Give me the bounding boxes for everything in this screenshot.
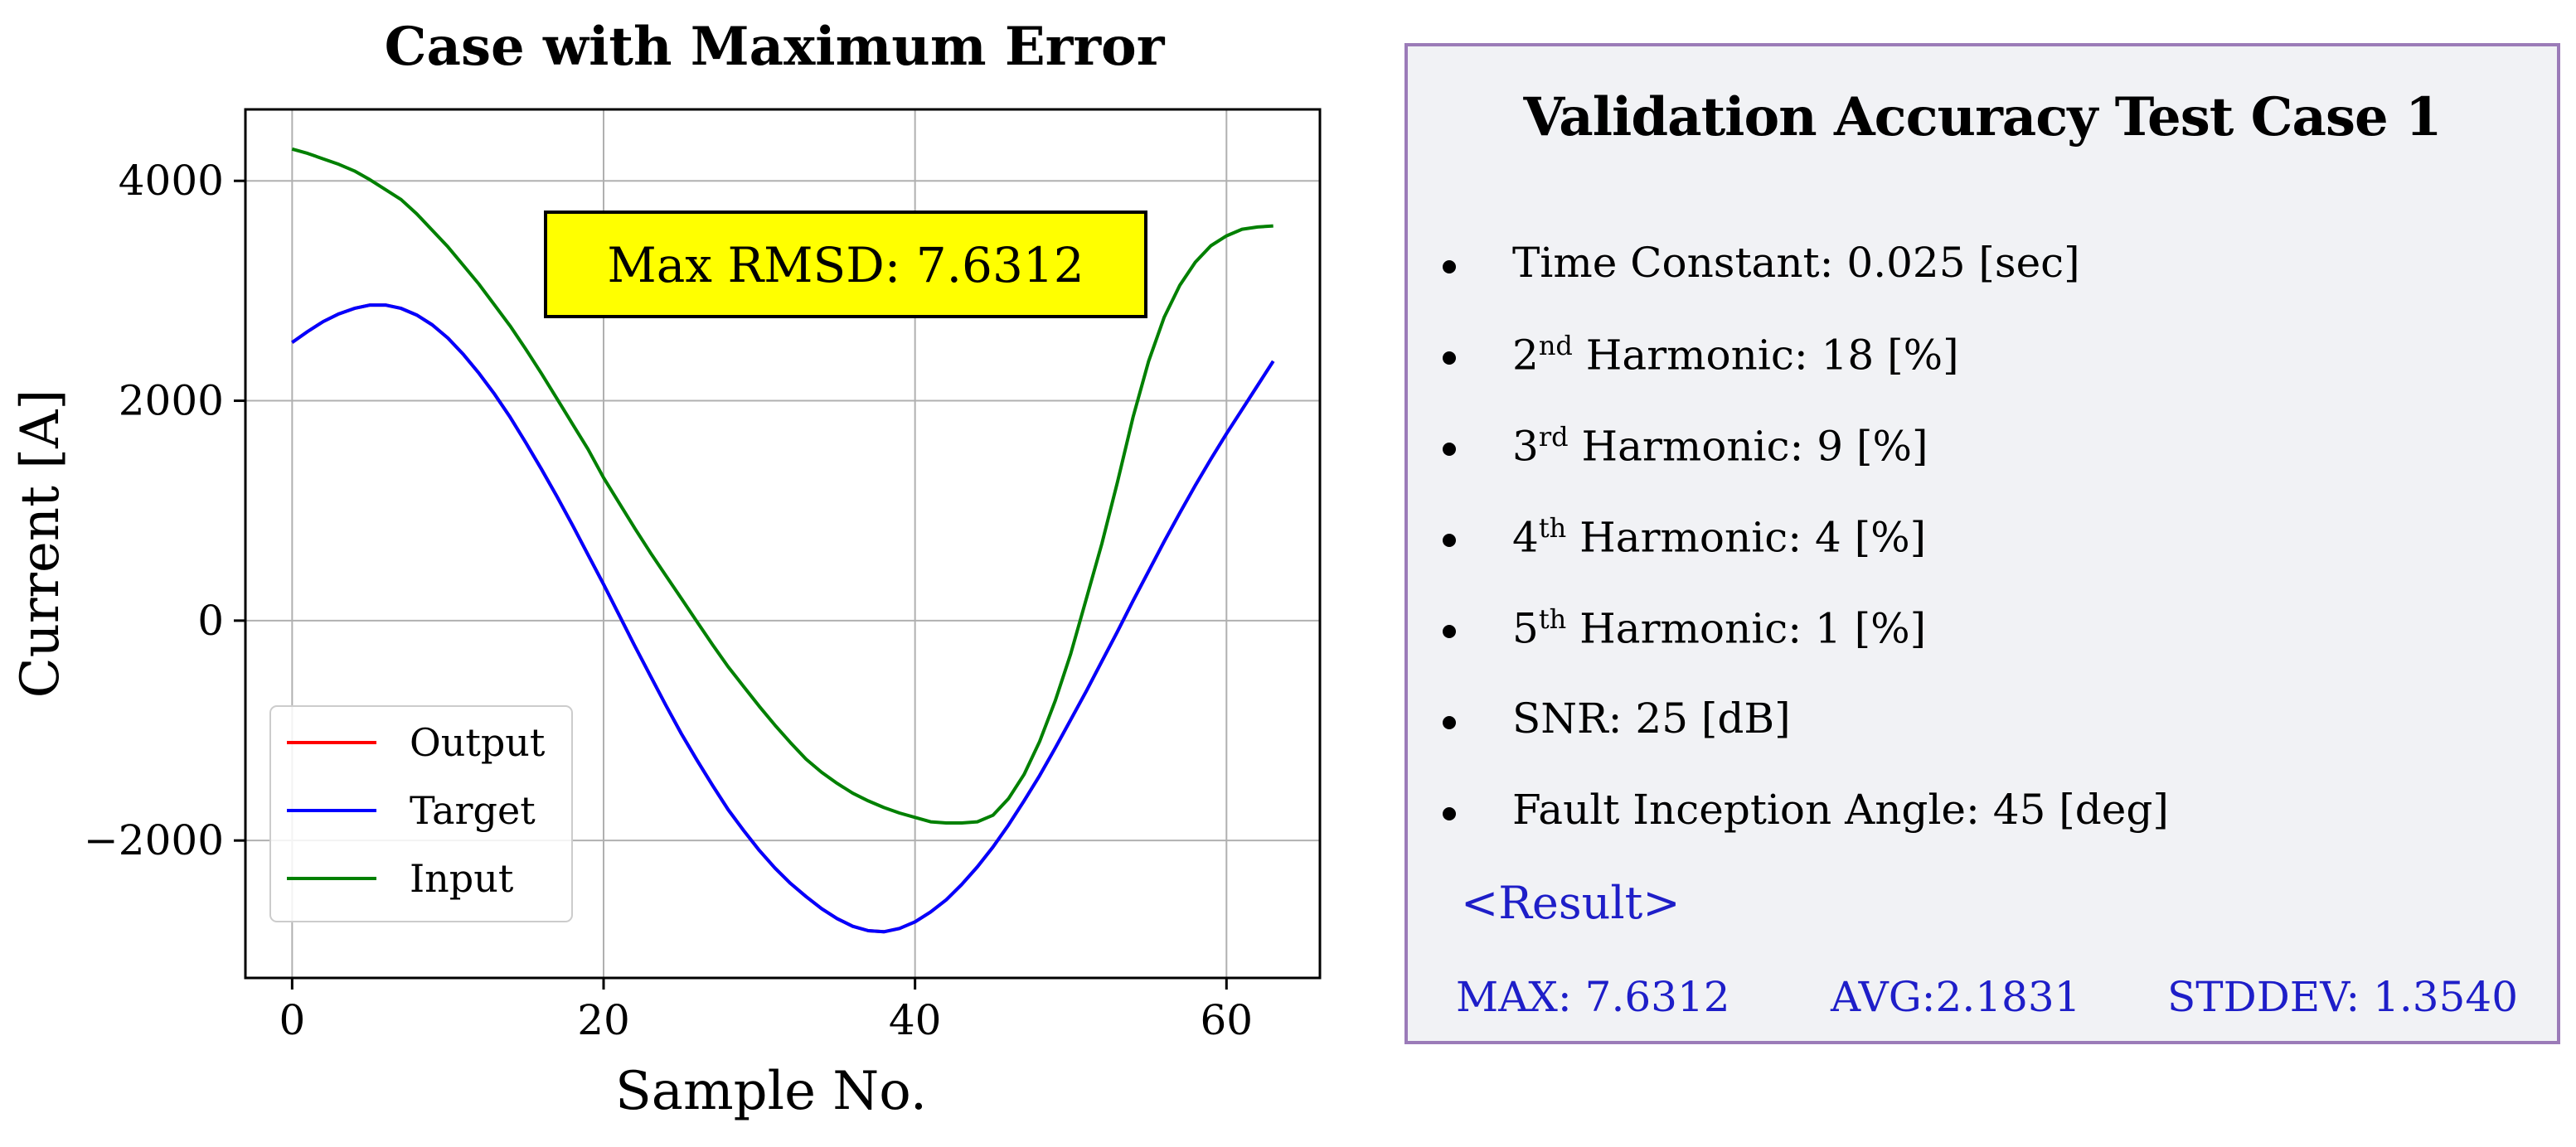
ordinal-suffix: nd [1538, 330, 1573, 361]
bullet-dot-icon [1443, 260, 1456, 273]
result-heading: <Result> [1461, 877, 1681, 929]
bullet-dot-icon [1443, 716, 1456, 729]
bullet-text-main: Time Constant: 0.025 [sec] [1512, 239, 2080, 287]
bullet-dot-icon [1443, 807, 1456, 820]
x-tick-label: 0 [279, 996, 305, 1044]
series-line-target [291, 303, 1275, 934]
ordinal-number: 3 [1512, 422, 1539, 471]
bullet-text-main: Harmonic: 1 [%] [1566, 604, 1927, 653]
x-tick-label: 40 [889, 996, 942, 1044]
y-tick-label: 0 [197, 597, 224, 645]
bullet-text: Fault Inception Angle: 45 [deg] [1512, 786, 2169, 834]
bullet-5th-harmonic: 5th Harmonic: 1 [%] [1408, 603, 2557, 670]
annotation-background [544, 211, 1147, 318]
bullet-text: 4th Harmonic: 4 [%] [1512, 512, 1926, 562]
ordinal-suffix: th [1538, 603, 1567, 635]
legend-label-input: Input [410, 856, 514, 901]
legend-label-target: Target [410, 788, 536, 833]
y-tick-label: −2000 [84, 816, 224, 864]
bullet-text: 3rd Harmonic: 9 [%] [1512, 421, 1928, 471]
ticks: 0 20 40 60 −2000 0 2000 4000 [84, 157, 1253, 1044]
bullet-snr: SNR: 25 [dB] [1408, 694, 2557, 761]
validation-info-panel: Validation Accuracy Test Case 1 Time Con… [1404, 43, 2560, 1044]
bullet-dot-icon [1443, 534, 1456, 547]
legend-box [269, 705, 573, 922]
bullet-text-main: SNR: 25 [dB] [1512, 694, 1791, 743]
bullet-dot-icon [1443, 625, 1456, 638]
ordinal-number: 5 [1512, 604, 1539, 653]
bullet-text-main: Fault Inception Angle: 45 [deg] [1512, 786, 2169, 834]
bullet-fault-inception-angle: Fault Inception Angle: 45 [deg] [1408, 786, 2557, 852]
x-axis-label: Sample No. [615, 1061, 927, 1122]
bullet-4th-harmonic: 4th Harmonic: 4 [%] [1408, 512, 2557, 578]
bullet-2nd-harmonic: 2nd Harmonic: 18 [%] [1408, 330, 2557, 396]
ordinal-number: 4 [1512, 513, 1539, 562]
chart-area: Case with Maximum Error 0 20 40 60 −2000 0 200… [10, 16, 1322, 1122]
ordinal-number: 2 [1512, 331, 1539, 380]
series-line-input [291, 147, 1273, 825]
bullet-text: 5th Harmonic: 1 [%] [1512, 603, 1926, 653]
line-chart: Case with Maximum Error 0 20 40 60 −2000 0 200… [10, 16, 1322, 1122]
bullet-text: Time Constant: 0.025 [sec] [1512, 239, 2080, 287]
bullet-dot-icon [1443, 351, 1456, 365]
bullet-text-main: Harmonic: 9 [%] [1568, 422, 1928, 471]
bullet-dot-icon [1443, 443, 1456, 456]
bullet-text-main: Harmonic: 18 [%] [1572, 331, 1959, 380]
plot-frame [244, 108, 1322, 980]
bullet-time-constant: Time Constant: 0.025 [sec] [1408, 239, 2557, 305]
result-max: MAX: 7.6312 [1456, 973, 1730, 1021]
y-tick-label: 4000 [119, 157, 224, 205]
chart-title: Case with Maximum Error [385, 16, 1166, 78]
bullet-text: SNR: 25 [dB] [1512, 694, 1791, 743]
result-stddev: STDDEV: 1.3540 [2167, 973, 2519, 1021]
y-tick-label: 2000 [119, 377, 224, 425]
y-axis-label: Current [A] [10, 390, 71, 699]
bullet-text: 2nd Harmonic: 18 [%] [1512, 330, 1959, 380]
panel-title: Validation Accuracy Test Case 1 [1523, 86, 2442, 148]
bullet-text-main: Harmonic: 4 [%] [1566, 513, 1927, 562]
legend: Output Target Input [269, 705, 573, 922]
legend-label-output: Output [410, 720, 546, 765]
ordinal-suffix: rd [1538, 421, 1569, 453]
ordinal-suffix: th [1538, 512, 1567, 544]
result-avg: AVG:2.1831 [1831, 973, 2081, 1021]
x-tick-label: 20 [577, 996, 630, 1044]
annotation-text: Max RMSD: 7.6312 [607, 237, 1084, 293]
annotation-box: Max RMSD: 7.6312 [544, 211, 1147, 318]
bullet-3rd-harmonic: 3rd Harmonic: 9 [%] [1408, 421, 2557, 487]
x-tick-label: 60 [1200, 996, 1253, 1044]
series-layer [291, 147, 1275, 934]
